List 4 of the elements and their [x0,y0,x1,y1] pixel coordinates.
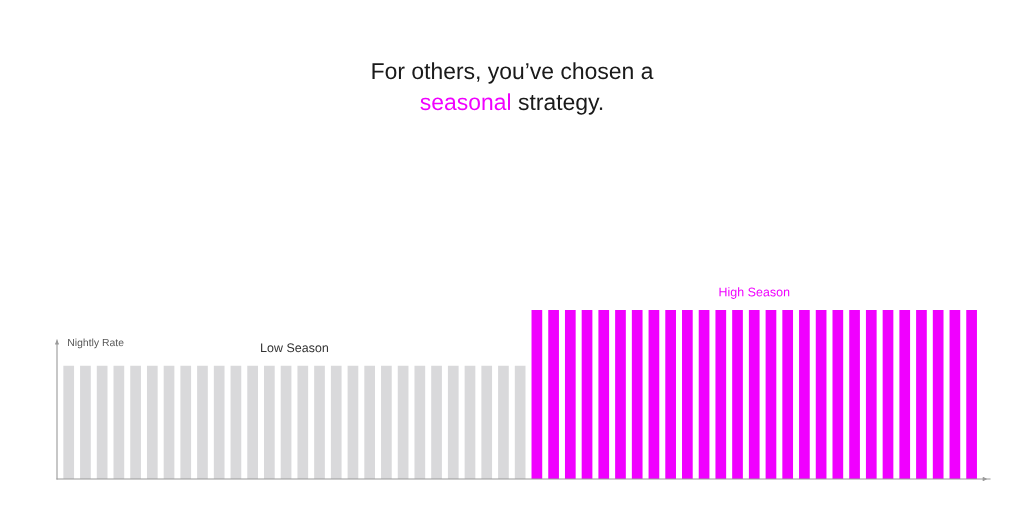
series-label: High Season [719,287,790,299]
y-axis-title: Nightly Rate [68,338,124,349]
chart-title: For others, you’ve chosen a seasonal strategy. [372,62,654,115]
series-label: Low Season [261,343,329,353]
